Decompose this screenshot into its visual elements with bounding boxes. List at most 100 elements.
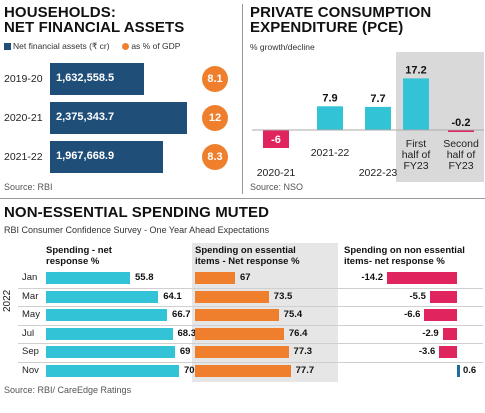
- row-separator: [18, 306, 483, 308]
- col1-header-line2: response %: [46, 256, 100, 267]
- asset-value-label: 1,967,668.9: [56, 150, 115, 162]
- essential-value-label: 77.3: [293, 346, 313, 358]
- category-label: 2021-22: [4, 151, 43, 163]
- pce-title-line2: EXPENDITURE (PCE): [250, 19, 404, 36]
- spending-value-label: 68.3: [177, 327, 197, 339]
- category-label: 2019-20: [4, 73, 43, 85]
- pce-category-label: half of: [402, 149, 431, 161]
- asset-bar: [50, 141, 164, 173]
- pce-subtitle: % growth/decline: [250, 42, 315, 52]
- pce-category-label: First: [406, 138, 426, 150]
- col3-header: Spending on non essential items- net res…: [344, 245, 465, 267]
- pce-value-label: -0.2: [452, 117, 471, 129]
- pce-bar: [317, 106, 343, 130]
- month-label: Nov: [22, 365, 39, 376]
- nonessential-value-label: -2.9: [422, 327, 439, 339]
- nonessential-value-label: -3.6: [418, 346, 436, 358]
- essential-value-label: 73.5: [273, 290, 293, 302]
- essential-bar: [195, 365, 291, 377]
- households-source: Source: RBI: [4, 182, 53, 192]
- category-label: 2020-21: [4, 112, 43, 124]
- col3-header-line2: items- net response %: [344, 256, 445, 267]
- households-chart: 2019-20 1,632,558.5 8.1 2020-21 2,375,343.7 1…: [0, 55, 236, 180]
- essential-bar: [195, 346, 289, 359]
- essential-value-label: 77.7: [295, 365, 315, 376]
- nonessential-bar: [457, 365, 460, 377]
- row-separator: [18, 362, 483, 363]
- essential-bar: [195, 327, 284, 340]
- essential-value-label: 67: [240, 272, 251, 283]
- pce-category-label: half of: [447, 149, 476, 161]
- pce-category-label: Second: [443, 138, 479, 150]
- spending-value-label: 66.7: [172, 309, 191, 321]
- pce-bar: [403, 78, 429, 130]
- row-separator: [18, 343, 483, 345]
- gdp-circle: 8.1: [202, 66, 228, 92]
- essential-bar: [195, 272, 235, 284]
- spending-value-label: 55.8: [135, 272, 154, 283]
- section-divider: [0, 198, 485, 199]
- legend-square-icon: [4, 43, 11, 51]
- spending-value-label: 69: [179, 346, 191, 358]
- households-title-line2: NET FINANCIAL ASSETS: [4, 19, 185, 36]
- legend-gdp-label: as % of GDP: [131, 41, 181, 51]
- spending-bar: [46, 272, 130, 284]
- households-title-line1: HOUSEHOLDS:: [4, 4, 116, 21]
- essential-value-label: 76.4: [288, 327, 308, 339]
- spending-value-label: 70.2: [183, 365, 203, 376]
- asset-bar: [50, 102, 187, 134]
- essential-bar: [195, 309, 279, 322]
- households-legend: Net financial assets (₹ cr) as % of GDP: [4, 41, 180, 52]
- nonessential-bar: [439, 346, 457, 359]
- pce-category-label: FY23: [448, 160, 473, 172]
- nonessential-bar: [424, 309, 457, 322]
- asset-bar: [50, 63, 145, 95]
- legend-dot-icon: [122, 43, 130, 51]
- col1-header: Spending - net response %: [46, 245, 112, 267]
- col2-header-line2: items - Net response %: [195, 256, 300, 267]
- spending-bar: [46, 290, 159, 303]
- pce-bar: [448, 130, 474, 132]
- spending-bar: [46, 309, 168, 322]
- asset-value-label: 2,375,343.7: [56, 111, 115, 123]
- spending-table: Jan 55.8 67 -14.2 Mar 64.1 73.5 -5.5 May 66.7 75.4…: [0, 270, 485, 382]
- pce-source: Source: NSO: [250, 182, 304, 192]
- pce-category-label: 2022-23: [359, 167, 398, 179]
- nonessential-bar: [387, 272, 457, 284]
- month-label: May: [22, 309, 40, 321]
- asset-value-label: 1,632,558.5: [56, 72, 115, 84]
- pce-bar: [365, 106, 391, 130]
- spending-bar: [46, 327, 173, 340]
- pce-value-label: 7.9: [322, 92, 337, 104]
- legend-assets-label: Net financial assets (₹ cr): [13, 41, 110, 51]
- spending-bar: [46, 346, 175, 359]
- pce-title-line1: PRIVATE CONSUMPTION: [250, 4, 432, 21]
- nonessential-value-label: -14.2: [361, 272, 383, 283]
- nonessential-value-label: 0.6: [463, 365, 477, 376]
- pce-chart: -6 7.9 7.7 17.2 -0.2 2020-21 2021-22 2022-23 Fir…: [252, 52, 484, 182]
- essential-bar: [195, 290, 269, 303]
- pce-value-label: -6: [271, 134, 281, 146]
- spending-title: NON-ESSENTIAL SPENDING MUTED: [4, 204, 270, 221]
- row-separator: [18, 324, 483, 326]
- gdp-circle: 12: [202, 105, 228, 131]
- spending-value-label: 64.1: [163, 290, 182, 302]
- col3-header-line1: Spending on non essential: [344, 245, 465, 256]
- spending-subtitle: RBI Consumer Confidence Survey - One Yea…: [4, 225, 270, 235]
- essential-value-label: 75.4: [283, 309, 303, 321]
- nonessential-value-label: -6.6: [404, 309, 421, 321]
- pce-bar: [263, 130, 289, 148]
- month-label: Jul: [22, 327, 35, 339]
- pce-category-label: 2021-22: [311, 147, 350, 159]
- month-label: Mar: [22, 290, 39, 302]
- col1-header-line1: Spending - net: [46, 245, 112, 256]
- col2-header-line1: Spending on essential: [195, 245, 296, 256]
- nonessential-value-label: -5.5: [409, 290, 426, 302]
- month-label: Sep: [22, 346, 39, 358]
- month-label: Jan: [22, 272, 38, 283]
- pce-value-label: 7.7: [370, 93, 385, 105]
- spending-bar: [46, 365, 179, 377]
- col2-header: Spending on essential items - Net respon…: [195, 245, 300, 267]
- pce-category-label: FY23: [403, 160, 428, 172]
- gdp-circle: 8.3: [202, 144, 228, 170]
